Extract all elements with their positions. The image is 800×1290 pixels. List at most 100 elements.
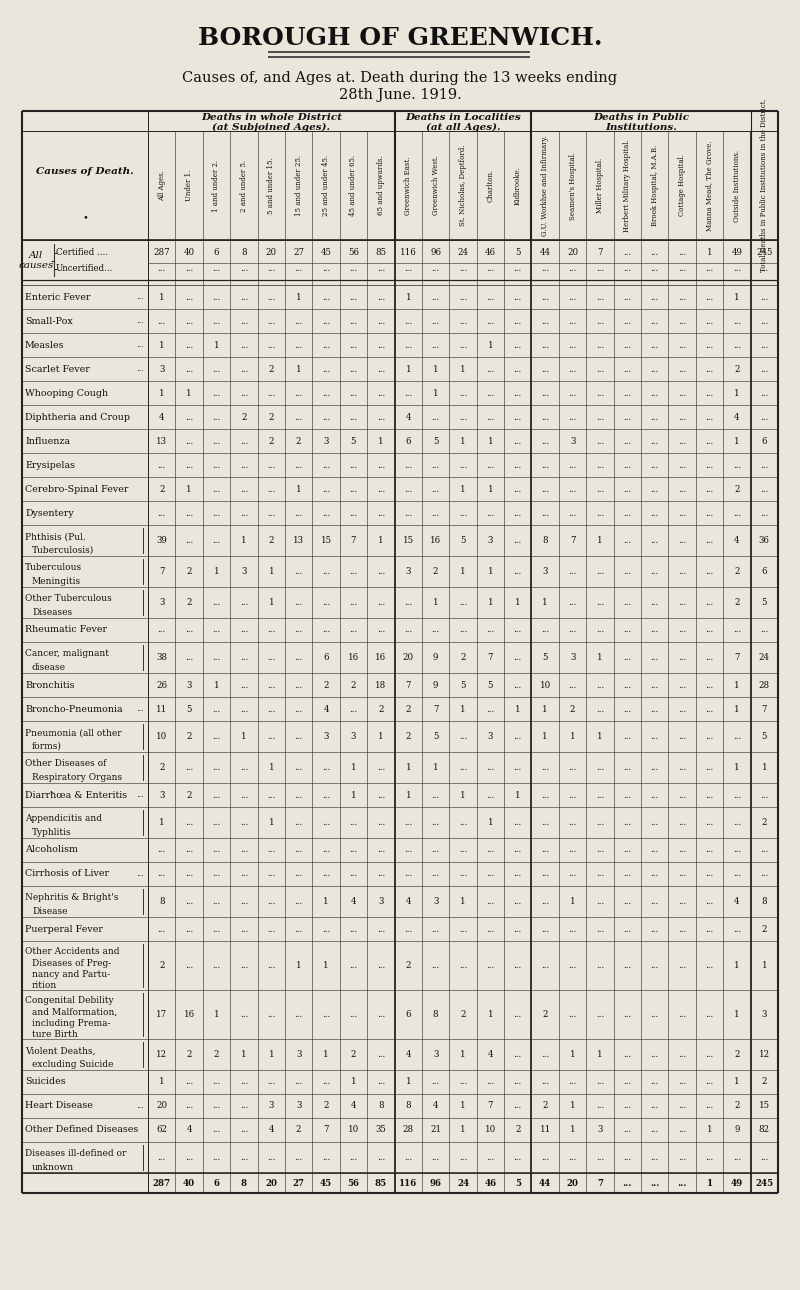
Text: ...: ... — [514, 264, 522, 273]
Text: 1: 1 — [487, 1010, 494, 1019]
Text: ...: ... — [760, 413, 769, 422]
Text: ...: ... — [431, 869, 440, 878]
Text: ...: ... — [514, 508, 522, 517]
Text: ...: ... — [596, 818, 604, 827]
Text: 1: 1 — [159, 818, 165, 827]
Text: 2: 2 — [159, 762, 165, 771]
Text: 2: 2 — [570, 704, 575, 713]
Text: ...: ... — [267, 731, 275, 740]
Text: 20: 20 — [567, 248, 578, 257]
Text: ...: ... — [486, 897, 494, 906]
Text: ...: ... — [294, 704, 302, 713]
Text: ...: ... — [706, 485, 714, 494]
Text: ...: ... — [431, 461, 440, 470]
Text: 116: 116 — [400, 248, 417, 257]
Text: 28: 28 — [758, 681, 770, 689]
Text: 11: 11 — [539, 1125, 550, 1134]
Text: Brook Hospital, M.A.B.: Brook Hospital, M.A.B. — [650, 144, 658, 226]
Text: ...: ... — [212, 791, 221, 800]
Text: 3: 3 — [323, 436, 329, 445]
Text: Uncertified...: Uncertified... — [56, 264, 114, 273]
Text: Bronchitis: Bronchitis — [25, 681, 74, 689]
Text: ...: ... — [377, 925, 385, 934]
Text: ...: ... — [678, 869, 686, 878]
Text: 1: 1 — [570, 897, 575, 906]
Text: ...: ... — [596, 681, 604, 689]
Text: Total Deaths in Public Institutions in the District.: Total Deaths in Public Institutions in t… — [760, 98, 768, 272]
Text: 1: 1 — [269, 818, 274, 827]
Text: ...: ... — [569, 791, 577, 800]
Text: 245: 245 — [756, 248, 773, 257]
Text: ...: ... — [760, 365, 769, 374]
Text: Greenwich West.: Greenwich West. — [432, 156, 440, 215]
Text: ...: ... — [596, 925, 604, 934]
Text: Other Tuberculous: Other Tuberculous — [25, 595, 112, 604]
Text: 85: 85 — [374, 1179, 387, 1188]
Text: ...: ... — [650, 1102, 659, 1111]
Text: ...: ... — [541, 485, 550, 494]
Text: 3: 3 — [762, 1010, 767, 1019]
Text: 1: 1 — [159, 388, 165, 397]
Text: 24: 24 — [457, 1179, 469, 1188]
Text: ...: ... — [706, 925, 714, 934]
Text: ...: ... — [322, 626, 330, 635]
Text: 3: 3 — [159, 791, 164, 800]
Text: 1: 1 — [570, 1125, 575, 1134]
Text: ...: ... — [623, 818, 631, 827]
Text: ...: ... — [459, 961, 467, 970]
Text: 1: 1 — [706, 248, 712, 257]
Text: ...: ... — [569, 925, 577, 934]
Text: 9: 9 — [433, 681, 438, 689]
Text: 4: 4 — [406, 897, 411, 906]
Text: ...: ... — [514, 293, 522, 302]
Text: 12: 12 — [758, 1050, 770, 1059]
Text: ...: ... — [322, 599, 330, 608]
Text: 4: 4 — [734, 537, 740, 544]
Text: ...: ... — [294, 1010, 302, 1019]
Text: ...: ... — [377, 599, 385, 608]
Text: ...: ... — [541, 762, 550, 771]
Text: ...: ... — [158, 461, 166, 470]
Text: ...: ... — [322, 388, 330, 397]
Text: ...: ... — [569, 341, 577, 350]
Text: ...: ... — [459, 461, 467, 470]
Text: ...: ... — [623, 341, 631, 350]
Text: 1: 1 — [487, 485, 494, 494]
Text: ...: ... — [459, 1153, 467, 1162]
Text: ...: ... — [596, 897, 604, 906]
Text: ...: ... — [569, 568, 577, 577]
Text: ...: ... — [404, 316, 412, 325]
Text: 3: 3 — [598, 1125, 602, 1134]
Text: ...: ... — [678, 925, 686, 934]
Text: Other Defined Diseases: Other Defined Diseases — [25, 1125, 138, 1134]
Text: 2: 2 — [734, 568, 740, 577]
Text: ...: ... — [623, 248, 631, 257]
Text: ...: ... — [623, 1010, 631, 1019]
Text: 1: 1 — [406, 1077, 411, 1086]
Text: 1: 1 — [241, 537, 246, 544]
Text: ...: ... — [514, 1050, 522, 1059]
Text: 1: 1 — [460, 485, 466, 494]
Text: ...: ... — [377, 341, 385, 350]
Text: ...: ... — [706, 1102, 714, 1111]
Text: 1: 1 — [460, 791, 466, 800]
Text: ...: ... — [240, 626, 248, 635]
Text: ...: ... — [514, 869, 522, 878]
Text: ...: ... — [294, 731, 302, 740]
Text: ...: ... — [596, 1153, 604, 1162]
Text: ...: ... — [514, 1153, 522, 1162]
Text: Measles: Measles — [25, 341, 65, 350]
Text: ...: ... — [596, 1010, 604, 1019]
Text: ...: ... — [240, 388, 248, 397]
Text: 5: 5 — [515, 248, 521, 257]
Text: Cirrhosis of Liver: Cirrhosis of Liver — [25, 869, 109, 878]
Text: ...: ... — [623, 436, 631, 445]
Text: 1: 1 — [487, 436, 494, 445]
Text: ...: ... — [623, 537, 631, 544]
Text: ...: ... — [322, 316, 330, 325]
Text: ...: ... — [760, 461, 769, 470]
Text: disease: disease — [32, 663, 66, 672]
Text: ...: ... — [623, 568, 631, 577]
Text: ...: ... — [350, 413, 358, 422]
Text: ...: ... — [650, 704, 659, 713]
